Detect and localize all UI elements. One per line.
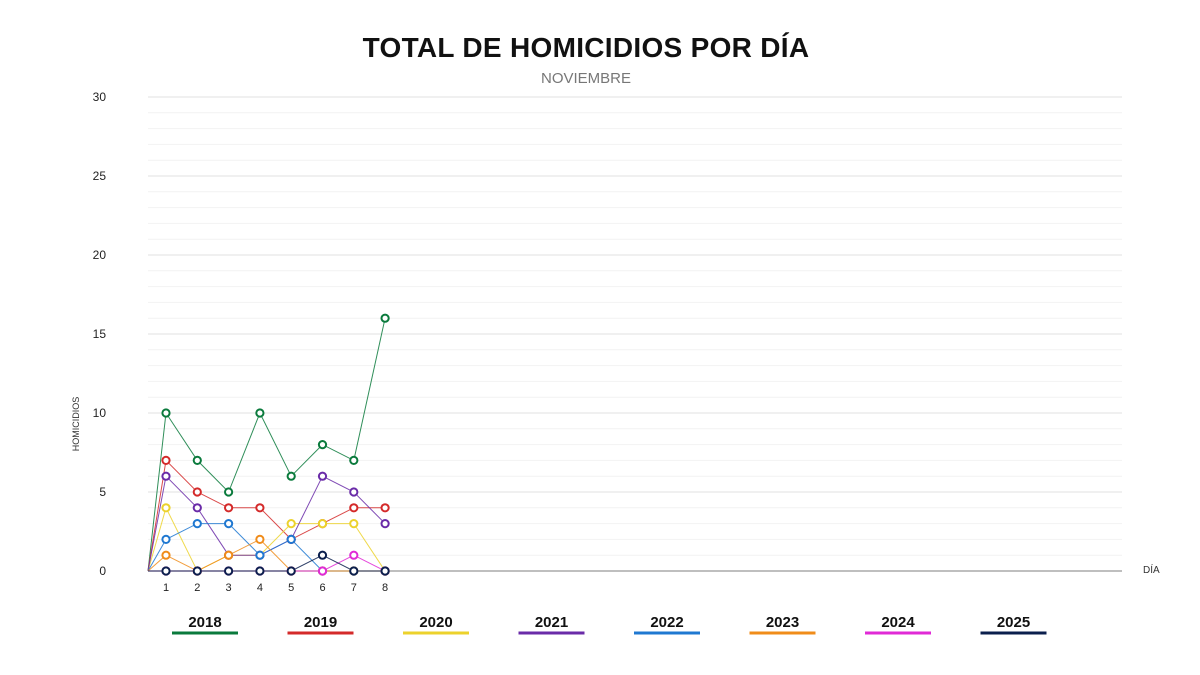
data-point[interactable] <box>349 455 359 465</box>
chart-title: TOTAL DE HOMICIDIOS POR DÍA <box>362 32 810 63</box>
y-tick-label: 5 <box>99 485 106 499</box>
legend-item-2019[interactable]: 2019 <box>287 614 354 635</box>
data-point[interactable] <box>255 503 265 513</box>
legend-label: 2025 <box>997 614 1030 631</box>
y-tick-label: 15 <box>93 327 107 341</box>
data-point[interactable] <box>286 471 296 481</box>
x-tick-label: 3 <box>226 582 232 594</box>
legend-label: 2019 <box>304 614 337 631</box>
x-axis-ticks: 1 2 3 4 5 6 7 8 <box>163 582 388 594</box>
data-point[interactable] <box>161 471 171 481</box>
data-point[interactable] <box>255 550 265 560</box>
y-tick-label: 10 <box>93 406 107 420</box>
legend-item-2024[interactable]: 2024 <box>865 614 931 635</box>
data-point[interactable] <box>224 519 234 529</box>
data-point[interactable] <box>192 566 202 576</box>
x-tick-label: 5 <box>288 582 294 594</box>
data-point[interactable] <box>224 550 234 560</box>
data-point[interactable] <box>349 550 359 560</box>
series-markers-2019 <box>161 455 390 545</box>
series-markers-2018 <box>161 313 390 497</box>
data-point[interactable] <box>286 519 296 529</box>
y-tick-label: 20 <box>93 248 107 262</box>
data-point[interactable] <box>192 487 202 497</box>
x-tick-label: 2 <box>194 582 200 594</box>
x-axis-label: DÍA <box>1143 563 1160 576</box>
data-point[interactable] <box>255 566 265 576</box>
data-point[interactable] <box>380 313 390 323</box>
legend-item-2021[interactable]: 2021 <box>518 614 585 635</box>
legend-label: 2024 <box>881 614 915 631</box>
x-tick-label: 8 <box>382 582 388 594</box>
data-point[interactable] <box>317 471 328 481</box>
y-tick-label: 30 <box>93 90 107 104</box>
data-point[interactable] <box>380 519 390 529</box>
chart-subtitle: NOVIEMBRE <box>540 70 631 87</box>
series-lines <box>147 313 390 576</box>
legend-label: 2020 <box>419 614 452 631</box>
legend-item-2020[interactable]: 2020 <box>403 614 469 635</box>
data-point[interactable] <box>286 566 296 576</box>
legend-item-2023[interactable]: 2023 <box>749 614 816 635</box>
x-tick-label: 4 <box>257 582 263 594</box>
data-point[interactable] <box>161 455 171 465</box>
legend-label: 2021 <box>535 614 568 631</box>
data-point[interactable] <box>349 487 359 497</box>
data-point[interactable] <box>380 503 390 513</box>
data-point[interactable] <box>224 503 234 513</box>
data-point[interactable] <box>317 566 328 576</box>
data-point[interactable] <box>192 519 202 529</box>
y-axis-label: HOMICIDIOS <box>71 397 81 452</box>
legend-item-2022[interactable]: 2022 <box>634 614 700 635</box>
legend-label: 2022 <box>650 614 683 631</box>
data-point[interactable] <box>192 455 202 465</box>
x-tick-label: 7 <box>351 582 357 594</box>
legend[interactable]: 2018 2019 2020 2021 2022 2023 2024 2025 <box>172 614 1047 635</box>
x-tick-label: 6 <box>319 582 325 594</box>
data-point[interactable] <box>192 503 202 513</box>
data-point[interactable] <box>286 534 296 545</box>
data-point[interactable] <box>349 566 359 576</box>
series-markers-2025 <box>161 550 390 576</box>
data-point[interactable] <box>349 519 359 529</box>
y-tick-label: 25 <box>93 169 107 183</box>
legend-item-2018[interactable]: 2018 <box>172 614 238 635</box>
y-axis-ticks: 0 5 10 15 20 25 30 <box>93 90 107 578</box>
data-point[interactable] <box>224 487 234 497</box>
x-tick-label: 1 <box>163 582 169 594</box>
data-point[interactable] <box>317 550 328 560</box>
data-point[interactable] <box>255 408 265 418</box>
data-point[interactable] <box>161 534 171 545</box>
data-point[interactable] <box>161 503 171 513</box>
gridlines <box>148 96 1122 556</box>
legend-label: 2018 <box>188 614 221 631</box>
data-point[interactable] <box>317 519 328 529</box>
data-point[interactable] <box>380 566 390 576</box>
data-point[interactable] <box>255 534 265 545</box>
series-markers-2021 <box>161 471 390 560</box>
data-point[interactable] <box>161 550 171 560</box>
data-point[interactable] <box>317 440 328 450</box>
data-point[interactable] <box>349 503 359 513</box>
y-tick-label: 0 <box>99 564 106 578</box>
data-point[interactable] <box>161 566 171 576</box>
data-point[interactable] <box>161 408 171 418</box>
legend-label: 2023 <box>766 614 799 631</box>
data-point[interactable] <box>224 566 234 576</box>
legend-item-2025[interactable]: 2025 <box>980 614 1047 635</box>
